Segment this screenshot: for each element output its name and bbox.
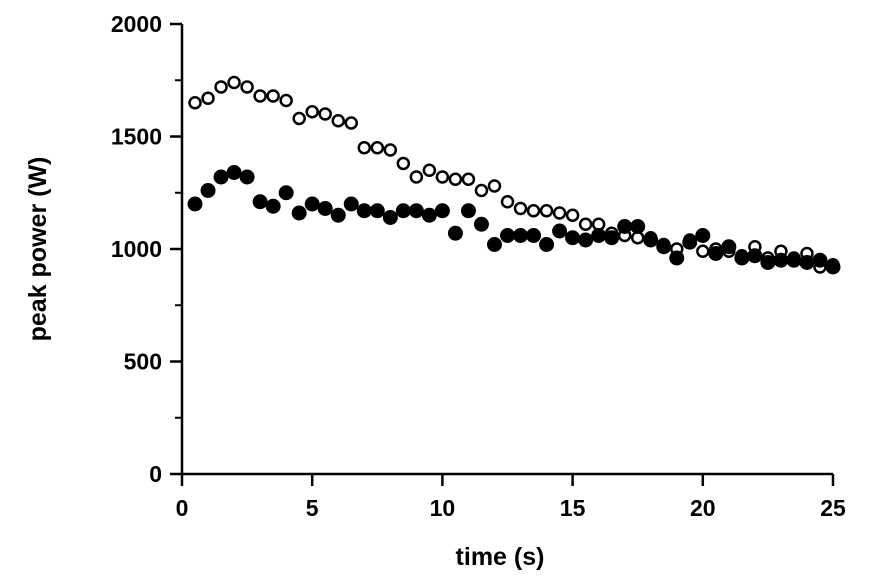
open-circle-point: [526, 204, 541, 218]
open-circle-point: [435, 170, 450, 184]
open-circle-point: [513, 201, 528, 216]
open-circle-point: [409, 170, 424, 184]
filled-circle-point: [500, 228, 515, 243]
filled-circle-point: [200, 183, 216, 198]
open-circle-point: [422, 163, 437, 177]
x-axis-ticks: 0 5 10 15 20 25: [176, 474, 846, 521]
filled-circle-point: [669, 250, 685, 266]
open-circle-point: [188, 96, 202, 110]
filled-circle-point: [825, 259, 841, 275]
filled-circle-point: [343, 196, 359, 212]
y-tick-label: 2000: [111, 11, 162, 37]
filled-circle-point: [552, 223, 568, 239]
filled-circle-point: [317, 201, 333, 216]
open-circle-point: [487, 179, 502, 193]
filled-circle-point: [434, 203, 450, 219]
filled-circle-point: [539, 237, 555, 252]
filled-circle-point: [643, 232, 659, 248]
filled-circle-point: [760, 255, 776, 270]
filled-circle-point: [187, 196, 203, 212]
open-circle-point: [552, 206, 567, 220]
x-tick-label: 10: [430, 495, 456, 521]
data-points: [187, 75, 841, 275]
filled-circle-point: [591, 228, 607, 243]
filled-circle-point: [239, 169, 255, 185]
open-circle-point: [500, 195, 515, 209]
x-tick-label: 5: [306, 495, 319, 521]
filled-circle-point: [747, 248, 763, 264]
filled-circle-point: [213, 169, 229, 185]
open-circle-point: [214, 80, 228, 94]
open-circle-point: [266, 89, 280, 103]
y-tick-label: 1000: [111, 236, 162, 262]
filled-circle-point: [356, 203, 372, 219]
filled-circle-point: [656, 239, 672, 255]
filled-circle-point: [265, 198, 281, 214]
open-circle-point: [383, 143, 398, 157]
open-circle-point: [539, 204, 554, 218]
open-circle-point: [201, 91, 215, 105]
filled-circle-point: [408, 203, 424, 219]
open-circle-point: [331, 114, 345, 128]
y-axis-title: peak power (W): [24, 157, 52, 342]
open-circle-point: [461, 172, 476, 186]
x-tick-label: 0: [176, 495, 189, 521]
open-circle-point: [279, 93, 293, 108]
filled-circle-point: [526, 228, 542, 243]
x-tick-label: 25: [820, 495, 846, 521]
open-circle-point: [227, 75, 241, 90]
open-circle-point: [292, 111, 306, 126]
filled-circle-point: [708, 246, 724, 261]
filled-circle-point: [304, 196, 320, 212]
filled-circle-point: [682, 234, 698, 250]
y-tick-label: 500: [124, 349, 162, 375]
filled-circle-point: [369, 203, 385, 219]
open-circle-point: [253, 89, 267, 103]
filled-circle-point: [473, 216, 489, 232]
filled-circle-point: [812, 252, 828, 268]
open-circle-point: [696, 244, 710, 258]
open-circle-point: [578, 217, 593, 231]
y-tick-label: 1500: [111, 124, 162, 150]
filled-circle-point: [773, 252, 789, 268]
filled-circle-point: [786, 252, 802, 268]
open-circle-point: [318, 107, 332, 121]
filled-circle-point: [395, 203, 411, 219]
filled-circle-point: [421, 207, 437, 223]
filled-circle-point: [565, 230, 581, 246]
filled-circle-point: [330, 207, 346, 223]
filled-circle-point: [617, 219, 633, 234]
open-circle-point: [370, 141, 385, 155]
filled-circle-point: [578, 232, 594, 248]
x-axis-title: time (s): [456, 543, 545, 571]
filled-circle-point: [226, 165, 242, 180]
filled-circle-point: [513, 228, 529, 243]
filled-circle-point: [695, 228, 711, 243]
x-tick-label: 20: [690, 495, 716, 521]
filled-circle-point: [630, 219, 646, 234]
open-circle-point: [357, 141, 372, 155]
filled-circle-point: [486, 237, 502, 252]
filled-circle-point: [252, 194, 268, 210]
filled-circle-point: [721, 239, 737, 255]
filled-circle-point: [604, 230, 620, 246]
open-circle-point: [240, 80, 254, 94]
filled-circle-point: [460, 203, 476, 219]
filled-circle-point: [278, 185, 294, 201]
filled-circle-point: [799, 255, 815, 270]
filled-circle-point: [734, 250, 750, 266]
open-circle-point: [344, 116, 359, 130]
filled-circle-point: [291, 205, 307, 221]
open-circle-point: [305, 105, 319, 119]
filled-circle-point: [382, 210, 398, 225]
y-tick-label: 0: [149, 461, 162, 487]
open-circle-point: [448, 172, 463, 186]
open-circle-point: [565, 208, 580, 222]
open-circle-point: [474, 183, 489, 198]
filled-circle-point: [447, 225, 463, 241]
x-tick-label: 15: [560, 495, 586, 521]
open-circle-point: [396, 156, 411, 171]
y-axis-ticks: 0 500 1000 1500 2000: [111, 11, 182, 487]
